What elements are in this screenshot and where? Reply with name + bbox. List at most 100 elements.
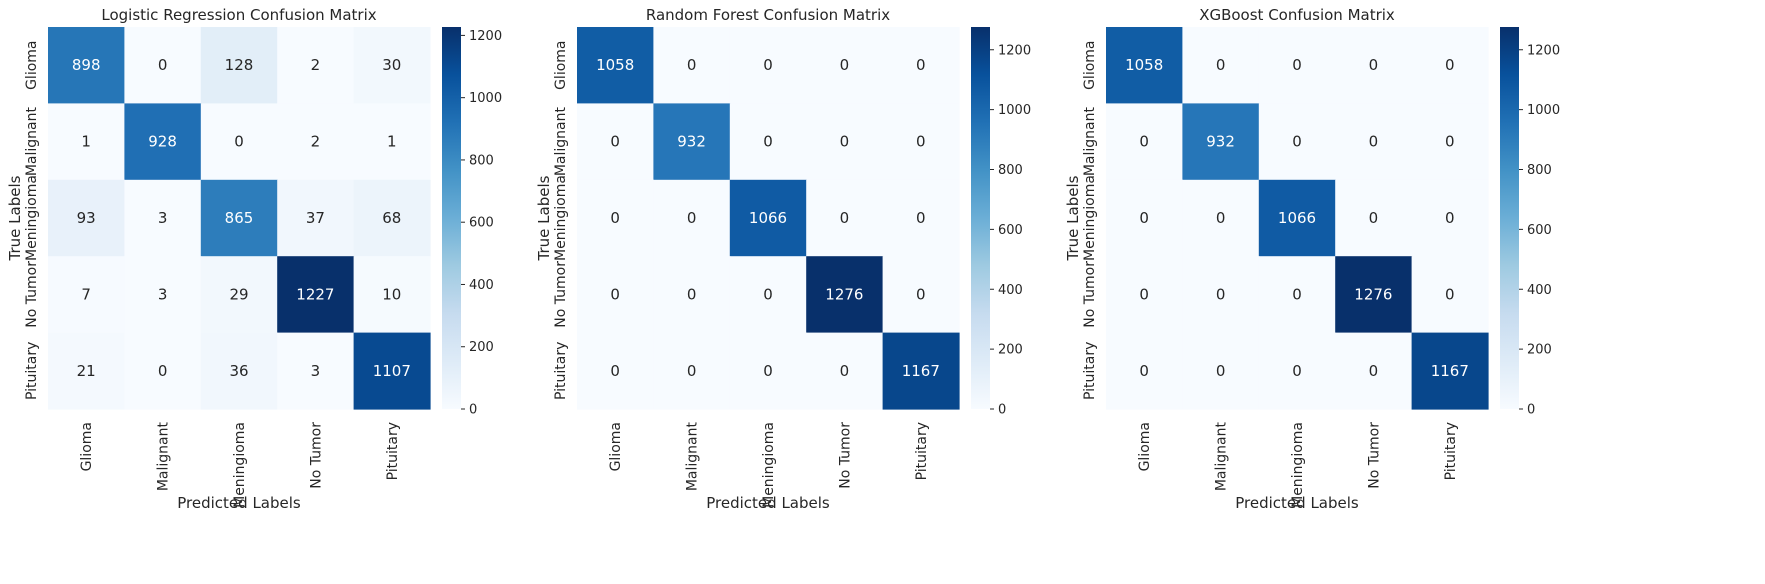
heatmap-cell	[806, 27, 884, 104]
y-axis-label: True Labels	[6, 175, 24, 261]
colorbar-tick-label: 1200	[998, 43, 1031, 58]
colorbar-tick-label: 800	[469, 153, 494, 168]
cell-value-label: 0	[610, 285, 620, 303]
heatmap-cell	[48, 27, 125, 104]
cell-value-label: 0	[1139, 209, 1149, 227]
colorbar-tick-label: 1000	[1527, 103, 1560, 118]
y-tick-label: Malignant	[1082, 107, 1098, 177]
cell-value-label: 0	[1292, 362, 1302, 380]
cell-value-label: 0	[234, 133, 244, 151]
colorbar-tick-label: 1200	[469, 29, 502, 44]
y-tick-label: Pituitary	[1082, 342, 1098, 400]
heatmap-cell	[1106, 256, 1183, 334]
cell-value-label: 0	[610, 209, 620, 227]
cell-value-label: 0	[158, 362, 168, 380]
heatmap-panel-0: Logistic Regression Confusion Matrix 898 0…	[6, 6, 502, 512]
heatmap-cell	[277, 27, 355, 104]
heatmap-cell	[1258, 256, 1336, 334]
heatmap-cell	[1335, 103, 1413, 181]
cell-value-label: 37	[306, 209, 325, 227]
heatmap-cell	[806, 256, 884, 334]
heatmap-cell	[48, 179, 125, 257]
cell-value-label: 0	[1369, 133, 1379, 151]
heatmap-cell	[353, 27, 431, 104]
cell-value-label: 0	[1139, 362, 1149, 380]
heatmap-cell	[729, 179, 807, 257]
cell-value-label: 7	[81, 285, 91, 303]
cell-value-label: 0	[1369, 209, 1379, 227]
colorbar-tick-label: 400	[469, 278, 494, 293]
cell-value-label: 0	[1369, 362, 1379, 380]
heatmap-cell	[1411, 179, 1489, 257]
heatmap-cell	[200, 256, 278, 334]
heatmap-cell	[1411, 27, 1489, 104]
cell-value-label: 0	[1292, 285, 1302, 303]
heatmap-cell	[1258, 179, 1336, 257]
cell-value-label: 0	[1216, 56, 1226, 74]
heatmap-cell	[200, 27, 278, 104]
cell-value-label: 1058	[1125, 56, 1163, 74]
x-tick-label: Malignant	[156, 421, 172, 491]
y-tick-label: Meningioma	[24, 175, 40, 261]
cell-value-label: 898	[72, 56, 101, 74]
cell-value-label: 1	[81, 133, 91, 151]
heatmap-cell	[48, 103, 125, 181]
x-tick-label: Pituitary	[914, 422, 930, 480]
heatmap-cell	[277, 332, 355, 410]
heatmap-cell	[1411, 332, 1489, 410]
cell-value-label: 0	[1445, 56, 1455, 74]
colorbar-tick-label: 200	[998, 343, 1023, 358]
cell-value-label: 0	[687, 56, 697, 74]
colorbar-tick-label: 1000	[469, 91, 502, 106]
heatmap-cell	[1258, 332, 1336, 410]
colorbar-tick-label: 1200	[1527, 43, 1560, 58]
heatmap-cell	[1106, 27, 1183, 104]
colorbar-tick-label: 1000	[998, 103, 1031, 118]
cell-value-label: 865	[225, 209, 254, 227]
cell-value-label: 36	[229, 362, 248, 380]
heatmap-cell	[1182, 179, 1260, 257]
cell-value-label: 1066	[1278, 209, 1316, 227]
y-tick-label: Meningioma	[1082, 175, 1098, 261]
heatmap-cell	[882, 27, 960, 104]
heatmap-cell	[277, 256, 355, 334]
x-tick-label: Glioma	[79, 422, 95, 471]
colorbar-tick-label: 600	[469, 216, 494, 231]
colorbar-tick-label: 0	[1527, 403, 1535, 418]
heatmap-cell	[1335, 256, 1413, 334]
cell-value-label: 0	[916, 56, 926, 74]
cell-value-label: 0	[916, 285, 926, 303]
heatmap-cell	[200, 103, 278, 181]
y-tick-label: No Tumor	[24, 261, 40, 328]
colorbar-tick-label: 600	[998, 223, 1023, 238]
heatmap-cell	[577, 179, 654, 257]
cell-value-label: 0	[1216, 285, 1226, 303]
cell-value-label: 0	[916, 133, 926, 151]
colorbar-tick-label: 200	[1527, 343, 1552, 358]
colorbar	[1500, 27, 1519, 409]
heatmap-cell	[653, 103, 731, 181]
heatmap-cell	[882, 103, 960, 181]
cell-value-label: 0	[1445, 209, 1455, 227]
heatmap-cell	[806, 332, 884, 410]
cell-value-label: 0	[763, 133, 773, 151]
heatmap-cell	[1258, 27, 1336, 104]
cell-value-label: 0	[158, 56, 168, 74]
colorbar-tick-label: 0	[998, 403, 1006, 418]
cell-value-label: 0	[840, 209, 850, 227]
cell-value-label: 3	[158, 209, 168, 227]
y-tick-label: Glioma	[1082, 40, 1098, 89]
y-axis-label: True Labels	[535, 175, 553, 261]
cell-value-label: 1167	[1431, 362, 1469, 380]
y-tick-label: Glioma	[24, 40, 40, 89]
colorbar	[971, 27, 990, 409]
cell-value-label: 3	[158, 285, 168, 303]
cell-value-label: 1066	[749, 209, 787, 227]
cell-value-label: 1107	[373, 362, 411, 380]
y-axis-label: True Labels	[1064, 175, 1082, 261]
x-tick-label: Malignant	[685, 421, 701, 491]
heatmap-cell	[353, 179, 431, 257]
x-tick-label: Pituitary	[385, 422, 401, 480]
heatmap-cell	[729, 256, 807, 334]
